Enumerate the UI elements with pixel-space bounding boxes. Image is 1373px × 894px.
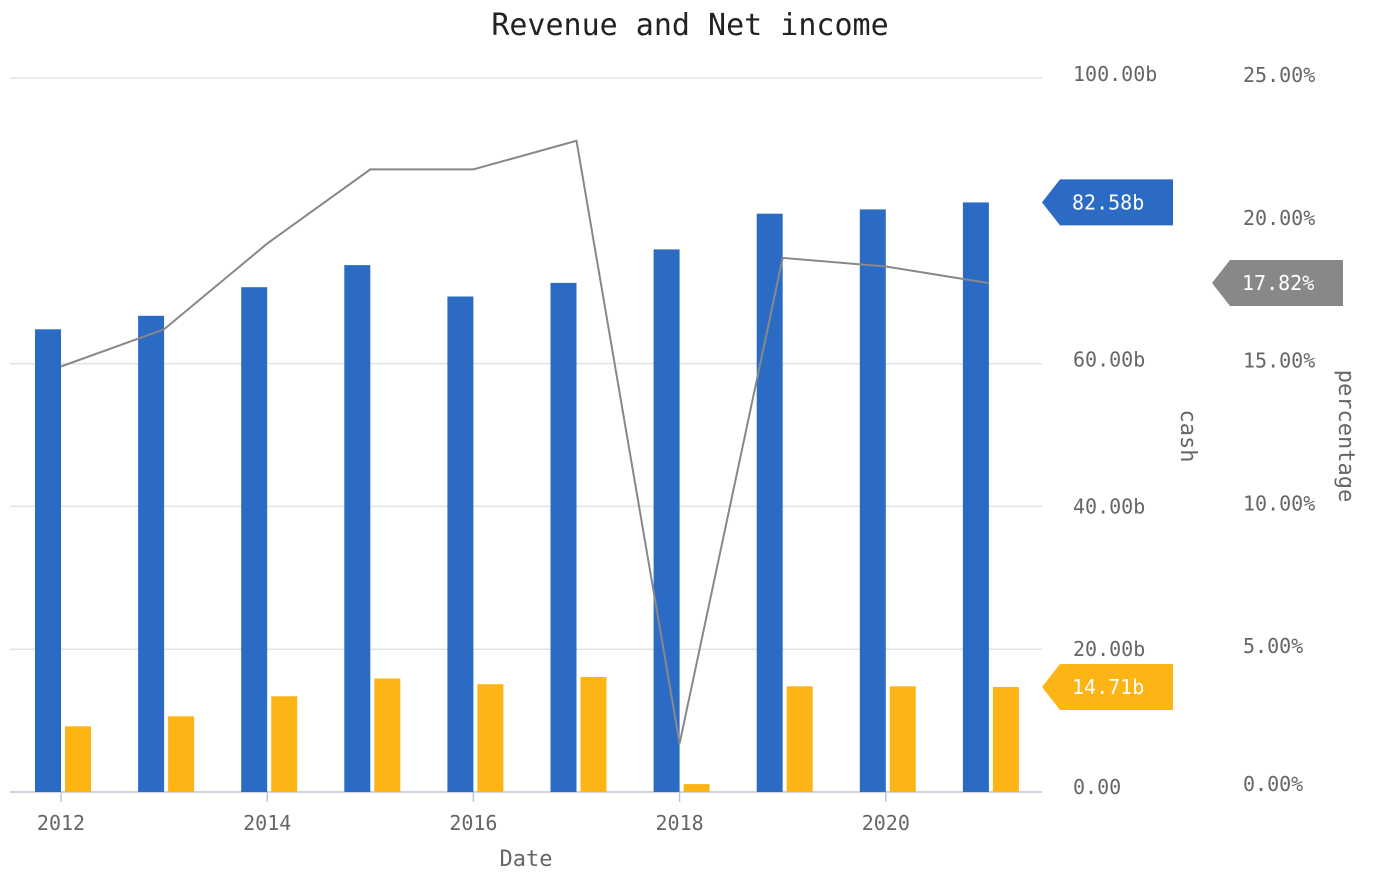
x-tick-label: 2014 [243, 811, 291, 835]
bar-series-2 [786, 686, 813, 792]
bar-series-1 [550, 282, 577, 792]
bar-series-2 [271, 696, 298, 792]
bar-series-1 [962, 202, 989, 792]
badge-line-series-label: 17.82% [1242, 271, 1314, 295]
badge-series-2-shape [1042, 663, 1173, 710]
badge-series-2-label: 14.71b [1072, 675, 1144, 699]
x-tick-label: 2012 [37, 811, 85, 835]
bars [35, 202, 1019, 793]
x-axis-title: Date [500, 847, 553, 872]
badge-series-1-shape [1042, 179, 1173, 226]
badge-line-series-shape [1212, 260, 1343, 307]
bar-series-1 [653, 249, 680, 792]
line-series [60, 139, 990, 744]
y-right-tick-label: 10.00% [1243, 491, 1315, 515]
chart-title: Revenue and Net income [491, 8, 888, 43]
y-left-tick-label: 20.00b [1073, 637, 1145, 661]
y-left-tick-label: 40.00b [1073, 494, 1145, 518]
y-right-tick-label: 20.00% [1243, 206, 1315, 230]
y-right-tick-label: 15.00% [1243, 349, 1315, 373]
bar-series-2 [374, 678, 401, 792]
y-axis-right-title: percentage [1333, 370, 1358, 502]
y-right-tick-label: 0.00% [1243, 772, 1303, 796]
y-left-tick-label: 60.00b [1073, 348, 1145, 372]
badge-series-1-label: 82.58b [1072, 190, 1144, 214]
x-tick-label: 2020 [862, 811, 910, 835]
line-series-path [60, 139, 990, 744]
x-axis: 2012 2014 2016 2018 2020 [37, 792, 910, 835]
y-axis-left: 0.00 20.00b 40.00b 60.00b 100.00b [1073, 62, 1157, 799]
bar-series-1 [756, 213, 783, 792]
x-tick-label: 2018 [656, 811, 704, 835]
value-badges: 82.58b 14.71b 17.82% [1042, 179, 1343, 710]
y-axis-right: 0.00% 5.00% 10.00% 15.00% 20.00% 25.00% [1243, 63, 1315, 796]
bar-series-1 [447, 296, 474, 792]
y-left-tick-label: 0.00 [1073, 775, 1121, 799]
bar-series-2 [889, 686, 916, 792]
y-right-tick-label: 5.00% [1243, 634, 1303, 658]
y-left-tick-label: 100.00b [1073, 62, 1157, 86]
bar-series-2 [580, 677, 607, 792]
bar-series-1 [859, 209, 886, 792]
y-right-tick-label: 25.00% [1243, 63, 1315, 87]
bar-series-1 [138, 315, 165, 792]
grid-lines [10, 77, 1042, 793]
y-axis-left-title: cash [1175, 410, 1200, 463]
bar-series-2 [683, 784, 710, 792]
bar-series-2 [65, 726, 91, 792]
x-tick-label: 2016 [449, 811, 497, 835]
bar-series-2 [477, 684, 504, 792]
bar-series-1 [35, 329, 61, 792]
bar-series-1 [241, 287, 268, 792]
bar-series-1 [344, 265, 371, 793]
bar-series-2 [168, 716, 195, 792]
bar-series-2 [992, 687, 1019, 792]
